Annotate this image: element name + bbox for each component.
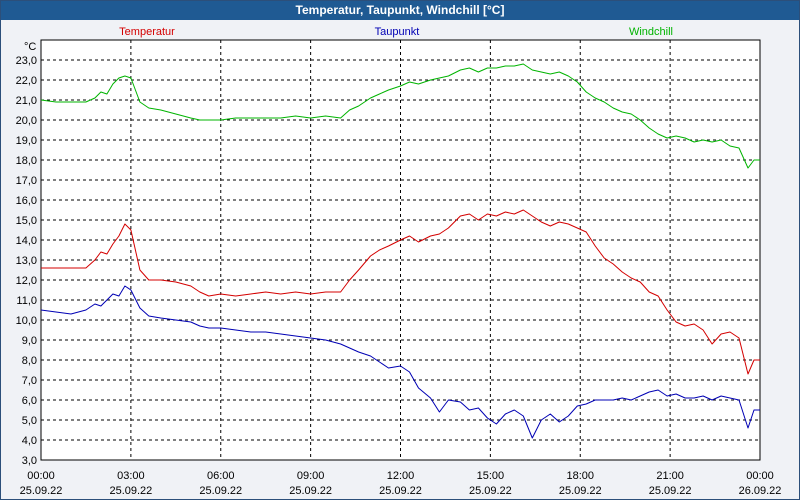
legend: Temperatur Taupunkt Windchill bbox=[119, 26, 673, 38]
x-tick-time: 03:00 bbox=[117, 470, 145, 482]
legend-temperatur: Temperatur bbox=[119, 26, 175, 38]
chart-title: Temperatur, Taupunkt, Windchill [°C] bbox=[1, 1, 799, 20]
y-tick-label: 6,0 bbox=[22, 395, 37, 407]
y-tick-label: 9,0 bbox=[22, 335, 37, 347]
y-tick-label: 17,0 bbox=[16, 175, 37, 187]
legend-taupunkt: Taupunkt bbox=[375, 26, 420, 38]
x-tick-date: 25.09.22 bbox=[289, 485, 332, 497]
grid-lines bbox=[41, 40, 760, 461]
y-tick-label: 11,0 bbox=[16, 295, 37, 307]
x-tick-time: 18:00 bbox=[566, 470, 594, 482]
y-tick-label: 8,0 bbox=[22, 355, 37, 367]
x-tick-date: 25.09.22 bbox=[379, 485, 422, 497]
x-tick-time: 09:00 bbox=[297, 470, 325, 482]
x-tick-time: 00:00 bbox=[27, 470, 55, 482]
y-tick-label: 22,0 bbox=[16, 75, 37, 87]
y-tick-label: 20,0 bbox=[16, 115, 37, 127]
series-line-windchill bbox=[40, 63, 760, 169]
y-tick-label: 19,0 bbox=[16, 135, 37, 147]
x-tick-date: 26.09.22 bbox=[739, 485, 782, 497]
x-tick-time: 00:00 bbox=[746, 470, 774, 482]
x-tick-time: 21:00 bbox=[656, 470, 684, 482]
y-tick-label: 3,0 bbox=[22, 455, 37, 467]
x-tick-time: 12:00 bbox=[387, 470, 415, 482]
y-tick-label: 13,0 bbox=[16, 255, 37, 267]
x-tick-date: 25.09.22 bbox=[20, 485, 63, 497]
x-tick-date: 25.09.22 bbox=[649, 485, 692, 497]
y-tick-label: 14,0 bbox=[16, 235, 37, 247]
y-tick-label: 15,0 bbox=[16, 215, 37, 227]
x-tick-date: 25.09.22 bbox=[199, 485, 242, 497]
y-tick-label: 23,0 bbox=[16, 55, 37, 67]
x-axis: 00:00 25.09.22 03:00 25.09.22 06:00 25.09.22 0… bbox=[20, 470, 782, 497]
legend-windchill: Windchill bbox=[629, 26, 673, 38]
y-tick-label: 21,0 bbox=[16, 95, 37, 107]
series-line-temperatur bbox=[41, 209, 760, 375]
y-tick-label: 5,0 bbox=[22, 415, 37, 427]
x-tick-date: 25.09.22 bbox=[109, 485, 152, 497]
series-lines bbox=[40, 63, 760, 439]
y-axis-label: °C bbox=[24, 41, 36, 53]
y-tick-label: 4,0 bbox=[22, 435, 37, 447]
series-line-taupunkt bbox=[40, 285, 760, 439]
y-tick-label: 12,0 bbox=[16, 275, 37, 287]
y-tick-label: 7,0 bbox=[22, 375, 37, 387]
x-tick-time: 06:00 bbox=[207, 470, 235, 482]
y-axis: 3,0 4,0 5,0 6,0 7,0 8,0 9,0 10,0 11,0 12,0 13,0 14,… bbox=[16, 55, 37, 467]
x-tick-date: 25.09.22 bbox=[469, 485, 512, 497]
y-tick-label: 18,0 bbox=[16, 155, 37, 167]
x-tick-time: 15:00 bbox=[477, 470, 505, 482]
y-tick-label: 16,0 bbox=[16, 195, 37, 207]
x-tick-date: 25.09.22 bbox=[559, 485, 602, 497]
y-tick-label: 10,0 bbox=[16, 315, 37, 327]
